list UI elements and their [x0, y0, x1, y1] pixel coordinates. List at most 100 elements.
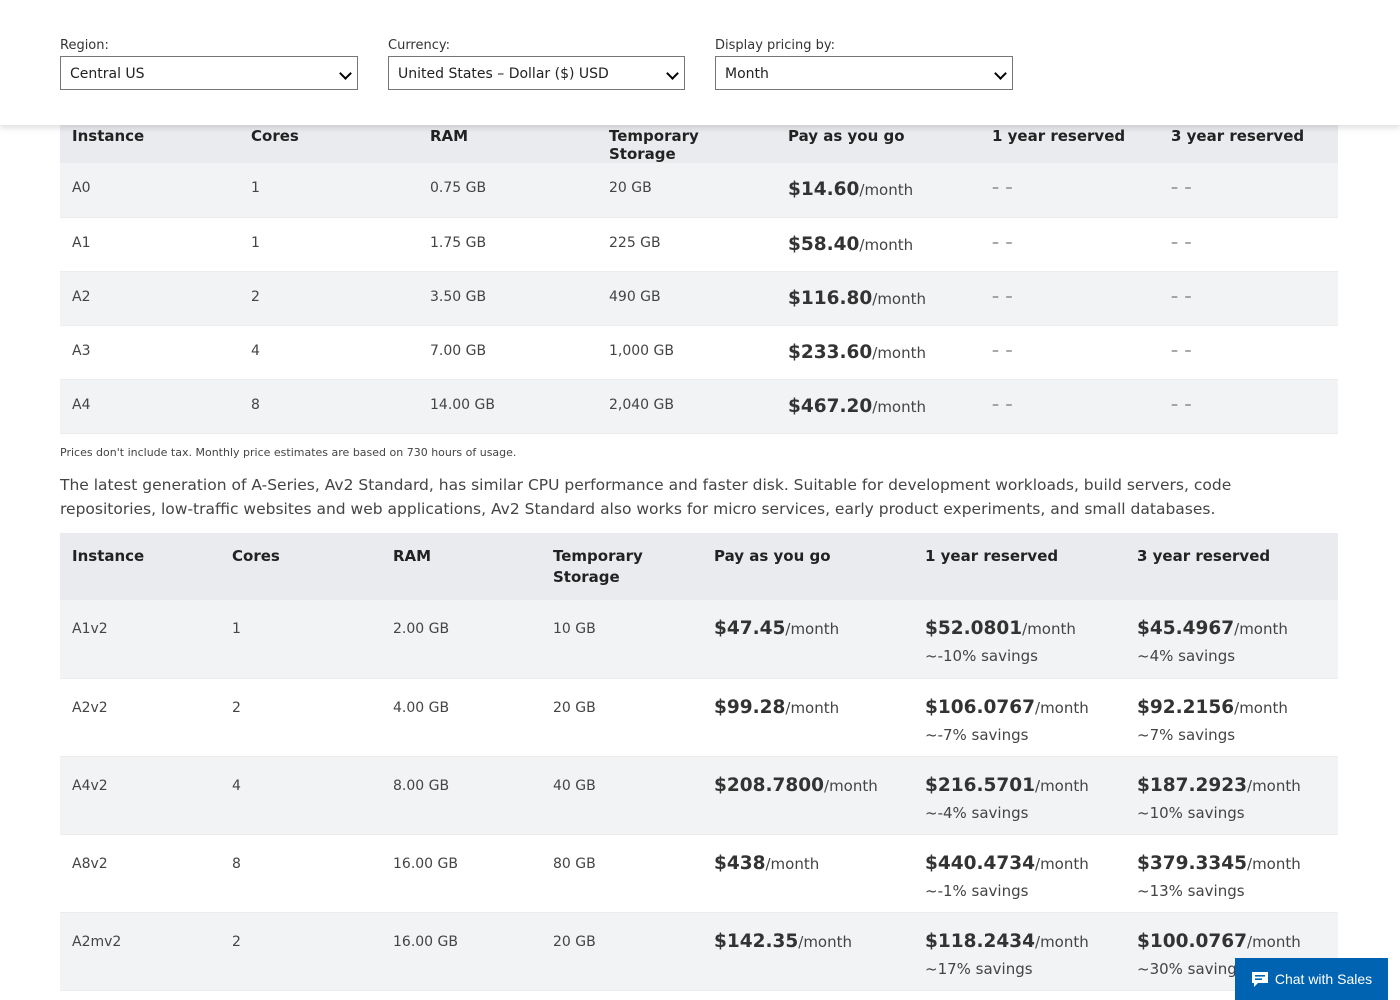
storage-cell: 1,000 GB	[597, 325, 776, 379]
price-value: $118.2434	[925, 930, 1036, 952]
table-row: A2v2 2 4.00 GB 20 GB $99.28/month $106.0…	[60, 678, 1338, 756]
price-value: $45.4967	[1137, 618, 1235, 639]
price-value: $99.28	[714, 696, 786, 718]
storage-cell: 10 GB	[541, 600, 702, 678]
cores-cell: 4	[220, 756, 381, 834]
pay-as-you-go-cell: $208.7800/month	[702, 756, 913, 834]
ram-cell: 16.00 GB	[381, 834, 541, 912]
price-savings: /month ~4% savings	[1137, 620, 1288, 665]
ram-cell: 0.75 GB	[418, 163, 597, 217]
display-pricing-select[interactable]: Month	[715, 56, 1013, 90]
reserved-3-year-cell: – –	[1159, 217, 1338, 271]
instance-cell: A0	[60, 163, 239, 217]
pay-as-you-go-cell: $142.35/month	[702, 912, 913, 990]
table-header-row: Instance Cores RAM Temporary Storage Pay…	[60, 113, 1338, 163]
reserved-1-year-cell: – –	[980, 163, 1159, 217]
currency-select-value: United States – Dollar ($) USD	[398, 66, 609, 82]
storage-cell: 490 GB	[597, 271, 776, 325]
storage-cell: 40 GB	[541, 756, 702, 834]
storage-cell: 20 GB	[597, 163, 776, 217]
cores-cell: 2	[220, 678, 381, 756]
price-value: $100.0767	[1137, 930, 1248, 952]
price-unit: /month	[859, 181, 914, 199]
pay-as-you-go-cell: $99.28/month	[702, 678, 913, 756]
pay-as-you-go-cell: $116.80/month	[776, 271, 980, 325]
reserved-3-year-cell: $45.4967/month ~4% savings	[1125, 600, 1338, 678]
reserved-3-year-cell: $379.3345/month ~13% savings	[1125, 834, 1338, 912]
reserved-3-year-cell: – –	[1159, 325, 1338, 379]
reserved-3-year-cell: – –	[1159, 163, 1338, 217]
col-header-instance: Instance	[60, 533, 220, 600]
pay-as-you-go-cell: $47.45/month	[702, 600, 913, 678]
price-value: $92.2156	[1137, 696, 1235, 718]
ram-cell: 2.00 GB	[381, 600, 541, 678]
price-unit: /month	[872, 397, 927, 416]
price-value: $187.2923	[1137, 774, 1248, 796]
ram-cell: 7.00 GB	[418, 325, 597, 379]
price-value: $216.5701	[925, 774, 1036, 796]
storage-cell: 2,040 GB	[597, 379, 776, 433]
price-unit: /month	[785, 620, 840, 638]
cores-cell: 8	[220, 834, 381, 912]
price-savings: /month ~-10% savings	[925, 620, 1076, 665]
price-value: $440.4734	[925, 852, 1036, 874]
reserved-3-year-cell: – –	[1159, 271, 1338, 325]
price-savings: /month ~7% savings	[1137, 698, 1288, 744]
price-savings: /month ~13% savings	[1137, 854, 1301, 900]
table-row: A1 1 1.75 GB 225 GB $58.40/month – – – –	[60, 217, 1338, 271]
chat-with-sales-button[interactable]: Chat with Sales	[1235, 958, 1388, 1000]
price-value: $14.60	[788, 179, 860, 200]
price-savings: /month ~30% savings	[1137, 932, 1301, 978]
price-value: $379.3345	[1137, 852, 1248, 874]
currency-select[interactable]: United States – Dollar ($) USD	[388, 56, 685, 90]
price-unit: /month	[765, 854, 820, 873]
reserved-3-year-cell: $92.2156/month ~7% savings	[1125, 678, 1338, 756]
table-row: A1v2 1 2.00 GB 10 GB $47.45/month $52.08…	[60, 600, 1338, 678]
chat-icon	[1251, 971, 1269, 988]
price-unit: /month	[859, 235, 914, 254]
reserved-3-year-cell: – –	[1159, 379, 1338, 433]
price-value: $52.0801	[925, 618, 1023, 639]
price-value: $116.80	[788, 287, 873, 309]
price-unit: /month	[872, 343, 927, 362]
price-value: $142.35	[714, 930, 799, 952]
av2-standard-pricing-table: Instance Cores RAM Temporary Storage Pay…	[60, 533, 1338, 991]
reserved-1-year-cell: – –	[980, 217, 1159, 271]
region-select-value: Central US	[70, 66, 145, 82]
price-unit: /month	[798, 932, 853, 951]
col-header-3-year-reserved: 3 year reserved	[1125, 533, 1338, 600]
chevron-down-icon	[339, 67, 352, 80]
pricing-note: Prices don't include tax. Monthly price …	[60, 446, 517, 459]
col-header-temp-storage: Temporary Storage	[541, 533, 702, 600]
ram-cell: 3.50 GB	[418, 271, 597, 325]
region-label: Region:	[60, 38, 109, 53]
instance-cell: A4v2	[60, 756, 220, 834]
price-value: $467.20	[788, 395, 873, 417]
table-row: A2 2 3.50 GB 490 GB $116.80/month – – – …	[60, 271, 1338, 325]
price-value: $438	[714, 852, 766, 874]
display-pricing-select-value: Month	[725, 66, 769, 82]
pricing-filter-bar: Region: Central US Currency: United Stat…	[0, 0, 1400, 125]
instance-cell: A3	[60, 325, 239, 379]
reserved-1-year-cell: – –	[980, 271, 1159, 325]
storage-cell: 20 GB	[541, 678, 702, 756]
ram-cell: 16.00 GB	[381, 912, 541, 990]
storage-cell: 225 GB	[597, 217, 776, 271]
table-row: A8v2 8 16.00 GB 80 GB $438/month $440.47…	[60, 834, 1338, 912]
region-filter: Region: Central US	[60, 38, 358, 90]
col-header-cores: Cores	[220, 533, 381, 600]
reserved-1-year-cell: – –	[980, 325, 1159, 379]
region-select[interactable]: Central US	[60, 56, 358, 90]
reserved-1-year-cell: $106.0767/month ~-7% savings	[913, 678, 1125, 756]
cores-cell: 1	[239, 163, 418, 217]
chevron-down-icon	[666, 67, 679, 80]
cores-cell: 1	[220, 600, 381, 678]
col-header-ram: RAM	[381, 533, 541, 600]
currency-filter: Currency: United States – Dollar ($) USD	[388, 38, 685, 90]
storage-cell: 20 GB	[541, 912, 702, 990]
table-header-row: Instance Cores RAM Temporary Storage Pay…	[60, 533, 1338, 600]
instance-cell: A2v2	[60, 678, 220, 756]
price-value: $58.40	[788, 233, 860, 255]
pay-as-you-go-cell: $438/month	[702, 834, 913, 912]
reserved-1-year-cell: $118.2434/month ~17% savings	[913, 912, 1125, 990]
